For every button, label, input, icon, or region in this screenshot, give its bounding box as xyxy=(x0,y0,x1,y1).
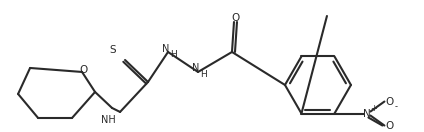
Text: NH: NH xyxy=(100,115,115,125)
Text: O: O xyxy=(79,65,87,75)
Text: +: + xyxy=(370,104,377,113)
Text: O: O xyxy=(232,13,240,23)
Text: -: - xyxy=(395,102,398,111)
Text: H: H xyxy=(200,70,206,79)
Text: S: S xyxy=(110,45,116,55)
Text: O: O xyxy=(385,121,393,131)
Text: N: N xyxy=(363,109,370,119)
Text: N: N xyxy=(162,44,170,54)
Text: O: O xyxy=(385,96,393,107)
Text: N: N xyxy=(192,63,200,73)
Text: H: H xyxy=(170,50,176,60)
